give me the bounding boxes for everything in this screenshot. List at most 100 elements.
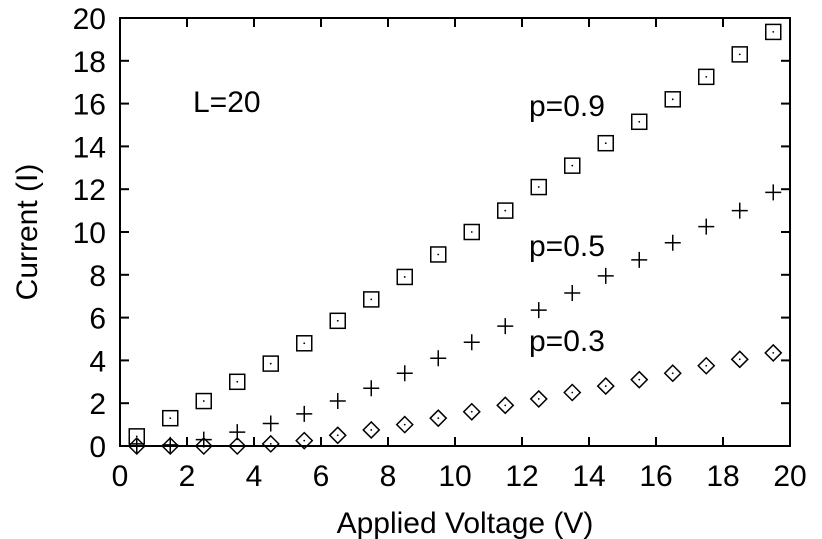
data-point-diamond	[429, 409, 448, 428]
data-point-plus	[296, 405, 313, 422]
data-point-center-dot	[470, 410, 473, 413]
data-point-center-dot	[403, 423, 406, 426]
data-point-square	[698, 68, 715, 86]
data-point-square	[396, 268, 413, 286]
data-point-center-dot	[604, 385, 607, 387]
data-point-center-dot	[671, 98, 674, 101]
data-point-center-dot	[537, 398, 540, 400]
data-point-plus	[497, 318, 514, 335]
x-tick-label: 16	[639, 460, 672, 493]
data-point-center-dot	[202, 445, 205, 447]
data-point-plus	[698, 218, 715, 235]
data-point-center-dot	[738, 358, 741, 361]
data-point-square	[329, 312, 346, 330]
x-tick-label: 4	[246, 460, 263, 493]
data-point-diamond	[161, 436, 180, 456]
data-point-square	[430, 246, 447, 263]
data-point-diamond	[596, 377, 615, 396]
data-point-center-dot	[571, 164, 574, 167]
data-point-square	[564, 157, 581, 174]
data-point-center-dot	[236, 380, 239, 383]
x-tick-label: 20	[773, 460, 806, 493]
data-point-diamond	[563, 383, 582, 402]
data-point-square	[664, 91, 681, 108]
data-point-diamond	[228, 436, 247, 456]
data-point-center-dot	[638, 120, 641, 123]
data-point-plus	[195, 431, 212, 448]
data-point-diamond	[362, 420, 381, 440]
y-tick-label: 0	[89, 431, 106, 464]
axes	[119, 17, 791, 447]
annotation-p05: p=0.5	[529, 230, 605, 263]
annotation-l20: L=20	[193, 86, 261, 119]
data-point-diamond	[529, 389, 548, 408]
data-point-square	[296, 335, 313, 352]
data-point-center-dot	[604, 142, 607, 145]
data-point-diamond	[730, 350, 749, 369]
data-point-square	[597, 134, 614, 152]
data-point-center-dot	[504, 209, 507, 212]
y-axis-label: Current (I)	[11, 164, 44, 301]
ticks: 0 2 4 6 8 10 12 14 16 18 20 0 2 4 6 8 10 12 14 16 18 20	[73, 3, 807, 493]
data-point-center-dot	[537, 186, 540, 188]
data-point-plus	[363, 380, 380, 397]
data-point-plus	[765, 184, 782, 201]
y-tick-label: 6	[89, 303, 106, 336]
data-point-center-dot	[135, 435, 138, 438]
data-point-plus	[731, 202, 748, 219]
data-point-plus	[597, 267, 614, 284]
data-point-plus	[329, 393, 346, 410]
annotation-p03: p=0.3	[529, 325, 605, 358]
data-point-plus	[530, 302, 547, 319]
data-marks	[127, 23, 783, 456]
data-point-center-dot	[303, 342, 306, 345]
data-point-diamond	[328, 426, 347, 445]
data-point-diamond	[697, 356, 716, 375]
data-point-square	[463, 223, 480, 241]
y-tick-label: 4	[89, 345, 106, 378]
data-point-center-dot	[236, 445, 239, 447]
y-tick-label: 14	[73, 131, 106, 164]
data-point-center-dot	[370, 429, 373, 431]
data-point-center-dot	[738, 53, 741, 56]
y-tick-label: 2	[89, 388, 106, 421]
x-tick-label: 12	[505, 460, 538, 493]
x-axis-label: Applied Voltage (V)	[337, 507, 594, 539]
data-point-center-dot	[303, 439, 306, 442]
data-point-plus	[631, 251, 648, 268]
data-point-plus	[463, 334, 480, 351]
data-point-center-dot	[504, 404, 507, 407]
y-tick-label: 10	[73, 217, 106, 250]
data-point-center-dot	[169, 445, 172, 447]
data-point-diamond	[295, 431, 314, 450]
data-point-plus	[564, 284, 581, 301]
x-tick-label: 8	[380, 460, 397, 493]
data-point-center-dot	[202, 400, 205, 402]
y-tick-label: 20	[73, 3, 106, 36]
data-point-plus	[162, 436, 179, 453]
y-tick-label: 18	[73, 46, 106, 79]
plot-frame	[119, 17, 791, 447]
data-point-square	[631, 113, 648, 131]
data-point-square	[363, 291, 380, 308]
data-point-diamond	[462, 402, 481, 421]
data-point-center-dot	[269, 442, 272, 445]
data-point-square	[262, 355, 279, 372]
data-point-plus	[664, 234, 681, 251]
series-diamond	[127, 343, 783, 456]
data-point-center-dot	[135, 445, 138, 447]
data-point-center-dot	[772, 352, 775, 354]
data-point-center-dot	[370, 298, 373, 301]
data-point-center-dot	[705, 75, 708, 78]
x-tick-label: 2	[179, 460, 196, 493]
data-point-center-dot	[437, 253, 440, 256]
data-point-plus	[430, 350, 447, 367]
series-square	[128, 23, 782, 445]
data-point-square	[765, 23, 782, 41]
y-tick-label: 16	[73, 89, 106, 122]
data-point-diamond	[127, 436, 146, 456]
data-point-center-dot	[169, 417, 172, 420]
data-point-center-dot	[638, 378, 641, 381]
data-point-diamond	[261, 434, 280, 453]
